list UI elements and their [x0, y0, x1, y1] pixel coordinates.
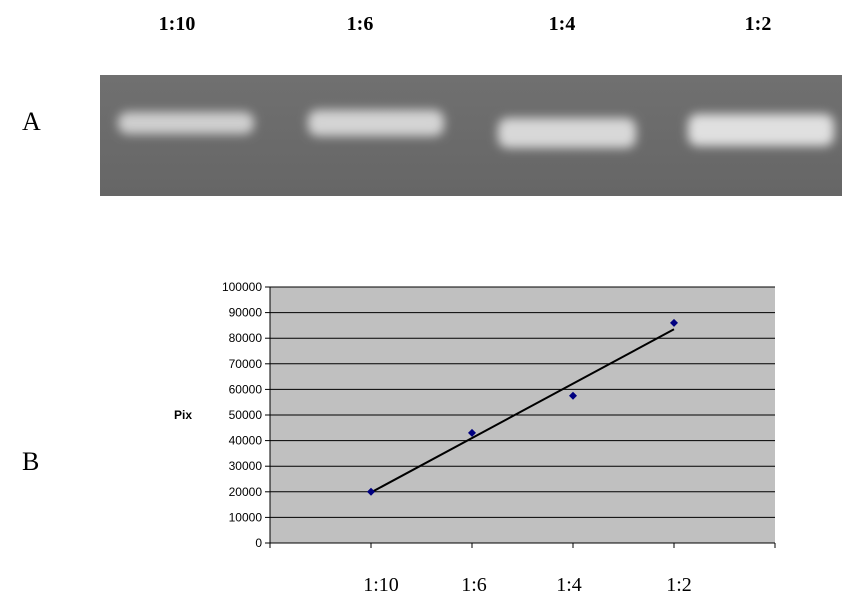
figure: A B Pix 1:10 1:6 1:4 1:2 0 10000 20000 30000 400… [0, 0, 842, 595]
panel-label: B [22, 447, 39, 476]
panel-label: A [22, 107, 41, 136]
y-tick-label: 70000 [229, 357, 263, 371]
x-tick-label: 1:2 [666, 574, 692, 595]
lane-label: 1:6 [347, 13, 374, 35]
y-tick-label: 40000 [229, 434, 263, 448]
lane-label: 1:2 [745, 13, 772, 35]
y-tick-label: 0 [255, 536, 262, 550]
y-tick-label: 90000 [229, 306, 263, 320]
y-tick-label: 10000 [229, 510, 263, 524]
y-tick-label: 60000 [229, 382, 263, 396]
x-tick-label: 1:10 [363, 574, 399, 595]
lane-label: 1:10 [159, 13, 196, 35]
y-tick-label: 80000 [229, 331, 263, 345]
y-tick-label: 50000 [229, 408, 263, 422]
y-tick-label: 30000 [229, 459, 263, 473]
y-axis-label: Pix [174, 408, 192, 422]
x-tick-label: 1:6 [461, 574, 487, 595]
lane-label: 1:4 [549, 13, 576, 35]
x-tick-label: 1:4 [556, 574, 582, 595]
y-tick-label: 20000 [229, 485, 263, 499]
y-tick-label: 100000 [222, 280, 262, 294]
